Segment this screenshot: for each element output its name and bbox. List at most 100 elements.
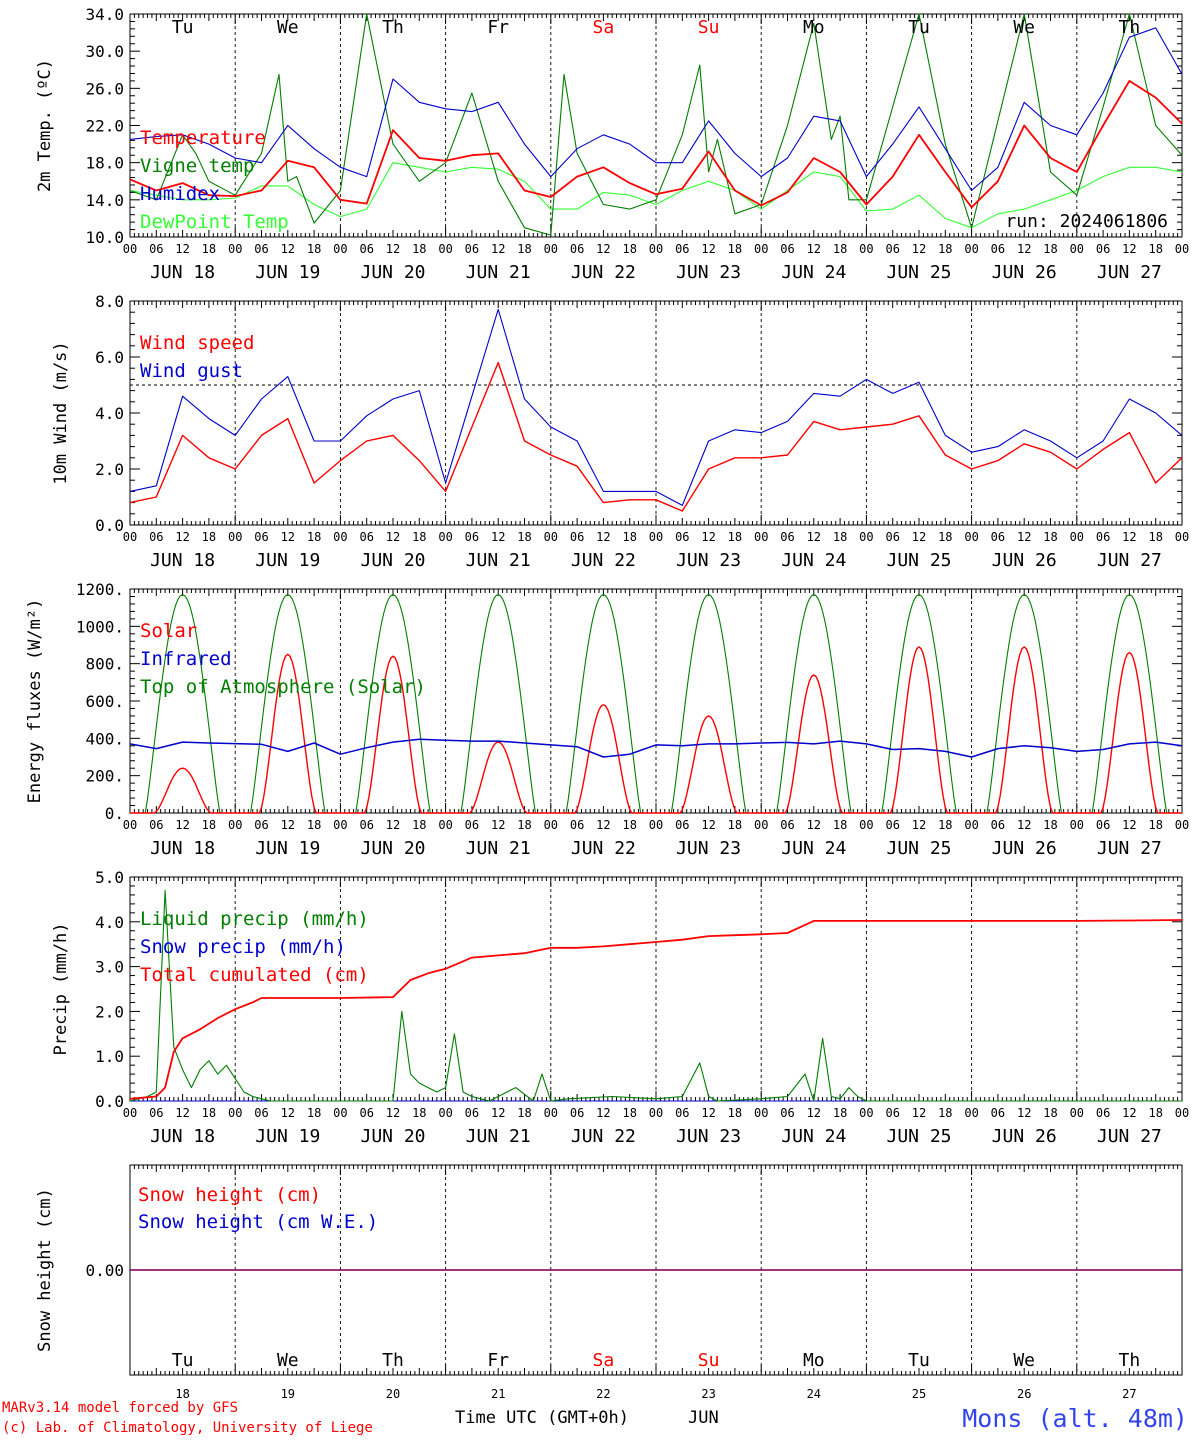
legend-entry-top-of-atmosphere-solar: Top of Atmosphere (Solar) — [140, 676, 426, 698]
hour-tick-label: 06 — [465, 530, 479, 544]
series-vigne-temp — [129, 13, 1183, 236]
hour-tick-label: 06 — [465, 1106, 479, 1120]
weekday-label: Fr — [487, 1350, 509, 1371]
panel-3-frame — [129, 588, 1183, 814]
hour-tick-label: 00 — [859, 242, 873, 256]
hour-tick-label: 00 — [1070, 530, 1084, 544]
legend-entry-liquid-precip-mm-h: Liquid precip (mm/h) — [140, 908, 369, 930]
hour-tick-label: 12 — [281, 530, 295, 544]
y-tick-label: 14.0 — [85, 191, 124, 210]
hour-tick-label: 06 — [991, 242, 1005, 256]
y-tick-label: 400. — [85, 729, 124, 748]
hour-tick-label: 18 — [202, 242, 216, 256]
legend-entry-total-cumulated-cm: Total cumulated (cm) — [140, 964, 369, 986]
hour-tick-label: 00 — [544, 530, 558, 544]
hour-tick-label: 12 — [701, 818, 715, 832]
hour-tick-label: 18 — [1043, 1106, 1057, 1120]
hour-tick-label: 18 — [1148, 530, 1162, 544]
hour-tick-label: 06 — [254, 242, 268, 256]
hour-tick-label: 06 — [780, 242, 794, 256]
series-liquid-precip — [129, 889, 1182, 1102]
hour-tick-label: 00 — [1175, 242, 1189, 256]
legend-entry-snow-height-cm-we: Snow height (cm W.E.) — [138, 1211, 378, 1233]
weekday-label: Su — [698, 17, 720, 38]
hour-tick-label: 18 — [833, 242, 847, 256]
hour-tick-label: 06 — [780, 818, 794, 832]
hour-tick-label: 12 — [1122, 530, 1136, 544]
weekday-label: We — [277, 17, 299, 38]
hour-tick-label: 12 — [912, 1106, 926, 1120]
hour-tick-label: 18 — [1148, 242, 1162, 256]
hour-tick-label: 06 — [254, 1106, 268, 1120]
hour-tick-label: 12 — [596, 242, 610, 256]
hour-tick-label: 00 — [964, 530, 978, 544]
y-tick-label: 0.00 — [85, 1261, 124, 1280]
hour-tick-label: 18 — [412, 530, 426, 544]
hour-tick-label: 12 — [1017, 1106, 1031, 1120]
day-number-label: 23 — [701, 1387, 715, 1401]
legend-entry-wind-speed: Wind speed — [140, 332, 254, 354]
date-label: JUN 21 — [466, 1126, 531, 1147]
hour-tick-label: 18 — [202, 818, 216, 832]
hour-tick-label: 18 — [938, 530, 952, 544]
date-label: JUN 25 — [886, 1126, 951, 1147]
legend-entry-dewpoint-temp: DewPoint Temp — [140, 211, 289, 233]
hour-tick-label: 12 — [281, 1106, 295, 1120]
date-label: JUN 20 — [360, 1126, 425, 1147]
hour-tick-label: 12 — [807, 530, 821, 544]
hour-tick-label: 00 — [1175, 530, 1189, 544]
hour-tick-label: 06 — [885, 242, 899, 256]
y-tick-label: 4.0 — [95, 404, 124, 423]
y-tick-label: 26.0 — [85, 79, 124, 98]
hour-tick-label: 18 — [517, 818, 531, 832]
hour-tick-label: 00 — [438, 242, 452, 256]
hour-tick-label: 06 — [149, 1106, 163, 1120]
hour-tick-label: 18 — [622, 530, 636, 544]
hour-tick-label: 12 — [491, 818, 505, 832]
hour-tick-label: 12 — [281, 242, 295, 256]
hour-tick-label: 00 — [228, 1106, 242, 1120]
hour-tick-label: 18 — [307, 818, 321, 832]
legend-entry-snow-precip-mm-h: Snow precip (mm/h) — [140, 936, 346, 958]
date-label: JUN 20 — [360, 262, 425, 283]
hour-tick-label: 06 — [675, 242, 689, 256]
weekday-label: Sa — [593, 17, 615, 38]
hour-tick-label: 06 — [885, 1106, 899, 1120]
hour-tick-label: 18 — [728, 1106, 742, 1120]
hour-tick-label: 06 — [359, 242, 373, 256]
day-number-label: 20 — [386, 1387, 400, 1401]
hour-tick-label: 06 — [780, 530, 794, 544]
y-tick-label: 6.0 — [95, 348, 124, 367]
date-label: JUN 22 — [571, 550, 636, 571]
hour-tick-label: 06 — [675, 1106, 689, 1120]
footer-layer: MARv3.14 model forced by GFS (c) Lab. of… — [2, 1400, 1188, 1436]
hour-tick-label: 06 — [254, 530, 268, 544]
y-axis-label: 2m Temp. (ºC) — [35, 59, 55, 192]
credit-line-2: (c) Lab. of Climatology, University of L… — [2, 1420, 373, 1436]
hour-tick-label: 18 — [412, 1106, 426, 1120]
day-number-label: 19 — [281, 1387, 295, 1401]
hour-tick-label: 06 — [780, 1106, 794, 1120]
date-label: JUN 23 — [676, 1126, 741, 1147]
run-annotation: run: 2024061806 — [1005, 211, 1168, 232]
hour-tick-label: 12 — [491, 242, 505, 256]
hour-tick-label: 18 — [622, 242, 636, 256]
date-label: JUN 19 — [255, 838, 320, 859]
hour-tick-label: 00 — [1070, 1106, 1084, 1120]
date-label: JUN 26 — [992, 550, 1057, 571]
weekday-label: Fr — [487, 17, 509, 38]
y-tick-label: 0.0 — [95, 516, 124, 535]
y-tick-label: 2.0 — [95, 1002, 124, 1021]
y-axis-label: 10m Wind (m/s) — [51, 341, 71, 484]
y-tick-label: 8.0 — [95, 292, 124, 311]
hour-tick-label: 18 — [833, 818, 847, 832]
hour-tick-label: 00 — [649, 530, 663, 544]
series-solar — [130, 646, 1182, 814]
hour-tick-label: 12 — [281, 818, 295, 832]
date-label: JUN 26 — [992, 262, 1057, 283]
date-label: JUN 19 — [255, 550, 320, 571]
day-number-label: 21 — [491, 1387, 505, 1401]
weekday-label: We — [277, 1350, 299, 1371]
weekday-label: We — [1013, 1350, 1035, 1371]
hour-tick-label: 00 — [333, 1106, 347, 1120]
